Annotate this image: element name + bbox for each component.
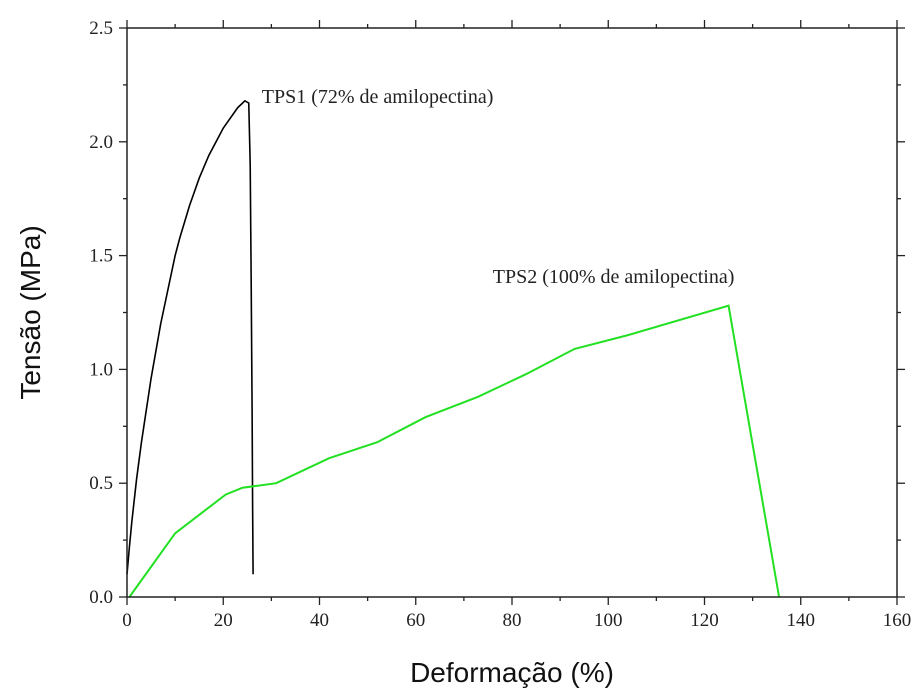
y-tick-label: 0.5 [89,473,113,494]
x-tick-label: 140 [787,610,816,631]
series-layer [126,99,781,598]
x-tick-label: 80 [503,610,522,631]
x-tick-label: 20 [214,610,233,631]
y-tick-label: 0.0 [89,587,113,608]
annotation-tps2: TPS2 (100% de amilopectina) [493,266,735,288]
annotation-tps1: TPS1 (72% de amilopectina) [262,86,494,108]
y-tick-label: 1.5 [89,246,113,267]
x-tick-labels: 0 20 40 60 80 100 120 140 160 [122,610,911,631]
y-tick-label: 2.5 [89,18,113,39]
y-tick-label: 2.0 [89,132,113,153]
x-tick-label: 160 [883,610,912,631]
series-line-tps2 [128,304,781,598]
x-tick-label: 100 [594,610,623,631]
x-tick-label: 120 [690,610,719,631]
y-tick-labels: 0.0 0.5 1.0 1.5 2.0 2.5 [89,18,113,608]
x-tick-label: 0 [122,610,132,631]
x-tick-label: 40 [310,610,329,631]
plot-frame [126,27,898,598]
x-axis-title: Deformação (%) [410,657,614,688]
x-tick-label: 60 [406,610,425,631]
series-line-tps1 [126,99,254,575]
y-tick-label: 1.0 [89,359,113,380]
y-axis-title: Tensão (MPa) [15,225,46,399]
